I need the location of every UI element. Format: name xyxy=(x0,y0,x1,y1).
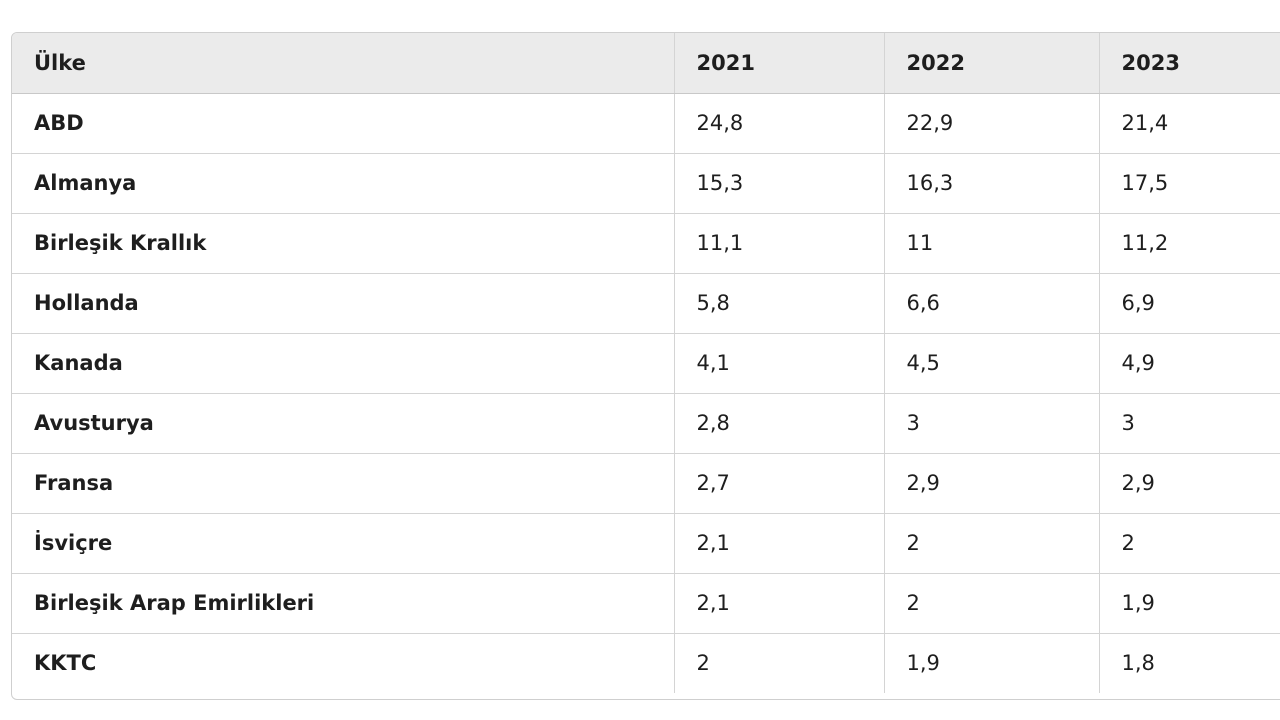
value-cell-2021: 4,1 xyxy=(674,333,885,394)
value-cell-2023: 2 xyxy=(1099,513,1280,574)
table-row: İsviçre 2,1 2 2 xyxy=(12,513,1280,574)
value-cell-2023: 1,8 xyxy=(1121,651,1155,676)
country-cell: Almanya xyxy=(12,153,675,214)
country-cell: Birleşik Krallık xyxy=(12,213,675,274)
value-cell-2023: 6,9 xyxy=(1099,273,1280,334)
value-cell-2022: 4,5 xyxy=(884,333,1100,394)
value-cell-2022: 2 xyxy=(884,513,1100,574)
table-body: ABD 24,8 22,9 21,4 Almanya 15,3 16,3 17,5 Birleş… xyxy=(12,93,1280,693)
value-cell-2022: 11 xyxy=(884,213,1100,274)
data-table: Ülke 2021 2022 2023 ABD 24,8 22,9 21,4 Alman… xyxy=(12,33,1280,693)
country-cell: Hollanda xyxy=(12,273,675,334)
country-cell: KKTC xyxy=(12,633,675,693)
country-cell: Avusturya xyxy=(12,393,675,454)
value-cell-2021: 24,8 xyxy=(674,93,885,154)
data-table-container: Ülke 2021 2022 2023 ABD 24,8 22,9 21,4 Alman… xyxy=(11,32,1280,700)
value-cell-2021: 5,8 xyxy=(674,273,885,334)
country-cell: Fransa xyxy=(12,453,675,514)
value-cell-2023: 17,5 xyxy=(1099,153,1280,214)
value-cell-2022: 3 xyxy=(884,393,1100,454)
country-cell: Kanada xyxy=(12,333,675,394)
column-header-2022: 2022 xyxy=(884,33,1100,94)
value-cell-2022: 2 xyxy=(884,573,1100,634)
table-row: Hollanda 5,8 6,6 6,9 xyxy=(12,273,1280,334)
value-cell-2022: 16,3 xyxy=(884,153,1100,214)
table-row: KKTC 2 1,9 1,8 xyxy=(12,633,1280,693)
value-cell-2023: 3 xyxy=(1099,393,1280,454)
table-header-row: Ülke 2021 2022 2023 xyxy=(12,33,1280,94)
value-cell-2022: 1,9 xyxy=(884,633,1100,693)
value-cell-2021: 2 xyxy=(674,633,885,693)
value-cell-2021: 15,3 xyxy=(674,153,885,214)
column-header-2023: 2023 xyxy=(1099,33,1280,94)
country-cell: Birleşik Arap Emirlikleri xyxy=(12,573,675,634)
column-header-2021: 2021 xyxy=(674,33,885,94)
value-cell-2021: 2,1 xyxy=(674,513,885,574)
country-cell: İsviçre xyxy=(12,513,675,574)
table-row: Kanada 4,1 4,5 4,9 xyxy=(12,333,1280,394)
value-cell-2023: 4,9 xyxy=(1099,333,1280,394)
table-row: Birleşik Arap Emirlikleri 2,1 2 1,9 xyxy=(12,573,1280,634)
column-header-country: Ülke xyxy=(12,33,675,94)
value-cell-2021: 2,7 xyxy=(674,453,885,514)
value-cell-2021: 11,1 xyxy=(674,213,885,274)
value-cell-2023: 11,2 xyxy=(1099,213,1280,274)
table-row: Fransa 2,7 2,9 2,9 xyxy=(12,453,1280,514)
value-cell-2023: 1,9 xyxy=(1099,573,1280,634)
value-cell-2023: 2,9 xyxy=(1099,453,1280,514)
table-row: Almanya 15,3 16,3 17,5 xyxy=(12,153,1280,214)
value-cell-2023: 21,4 xyxy=(1099,93,1280,154)
value-cell-2022: 2,9 xyxy=(884,453,1100,514)
table-row: Birleşik Krallık 11,1 11 11,2 xyxy=(12,213,1280,274)
table-row: ABD 24,8 22,9 21,4 xyxy=(12,93,1280,154)
value-cell-2022: 22,9 xyxy=(884,93,1100,154)
table-row: Avusturya 2,8 3 3 xyxy=(12,393,1280,454)
value-cell-2021: 2,1 xyxy=(674,573,885,634)
value-cell-2022: 6,6 xyxy=(884,273,1100,334)
country-cell: ABD xyxy=(12,93,675,154)
value-cell-2021: 2,8 xyxy=(674,393,885,454)
